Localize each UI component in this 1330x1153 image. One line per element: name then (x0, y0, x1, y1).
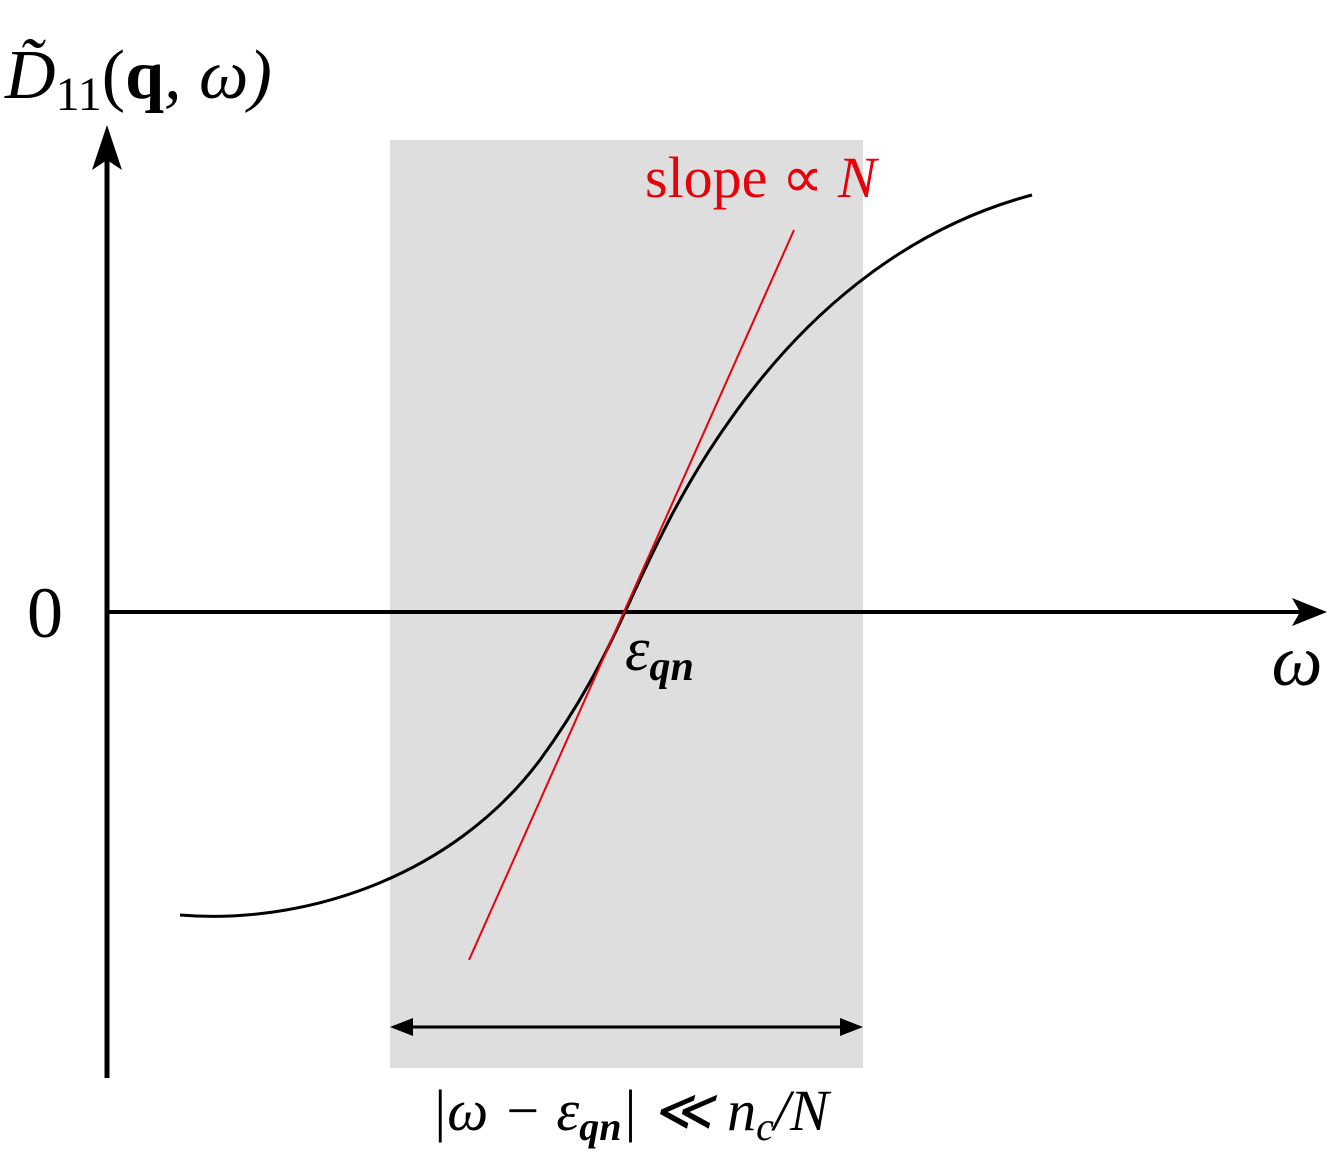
symbol: D̃ (4, 37, 56, 114)
x-axis-label: ω (1272, 621, 1323, 701)
slope-text: slope ∝ (645, 145, 838, 210)
sub1: qn (579, 1104, 621, 1149)
tangent-line (468, 229, 795, 961)
center-label: εqn (625, 616, 694, 690)
part3: /N (771, 1078, 832, 1143)
origin-label: 0 (27, 573, 63, 653)
arrowhead-right (840, 1018, 863, 1036)
window-label: |ω − εqn| ≪ nc/N (431, 1078, 832, 1149)
subscript: qn (649, 644, 693, 690)
subscript: 11 (56, 68, 102, 121)
sub2: c (756, 1104, 774, 1149)
y-axis-arrowhead (92, 125, 122, 170)
rest: , ω) (164, 37, 272, 114)
y-axis-label: D̃11(q, ω) (4, 37, 272, 121)
part1: |ω − ε (431, 1078, 579, 1143)
part2: | ≪ n (621, 1078, 756, 1143)
symbol: ε (625, 616, 650, 684)
vector: q (125, 37, 164, 114)
slope-variable: N (837, 145, 880, 210)
slope-label: slope ∝ N (645, 145, 880, 210)
x-axis-arrowhead (1292, 598, 1327, 626)
open-paren: ( (102, 37, 125, 114)
arrowhead-left (390, 1018, 413, 1036)
